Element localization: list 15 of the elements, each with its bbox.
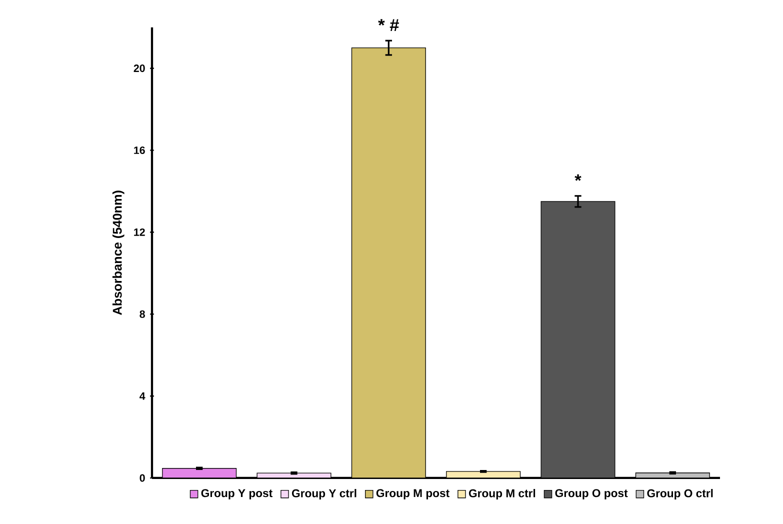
legend-label: Group Y ctrl [292, 488, 356, 500]
y-tick-label: 8 [140, 310, 145, 318]
annotation: * # [378, 19, 399, 32]
y-tick-label: 12 [134, 228, 145, 236]
legend-label: Group O ctrl [647, 488, 713, 500]
legend-label: Group O post [555, 489, 628, 500]
legend-label: Group Y post [201, 489, 272, 500]
y-axis-title: Absorbance (540nm) [112, 190, 124, 315]
y-tick-label: 0 [140, 474, 145, 482]
legend-label: Group M ctrl [468, 488, 536, 500]
y-tick-label: 4 [140, 392, 146, 400]
y-tick-label: 20 [134, 64, 145, 72]
legend-label: Group M post [376, 489, 450, 500]
annotation: * [574, 174, 582, 181]
y-tick-label: 16 [134, 146, 145, 154]
